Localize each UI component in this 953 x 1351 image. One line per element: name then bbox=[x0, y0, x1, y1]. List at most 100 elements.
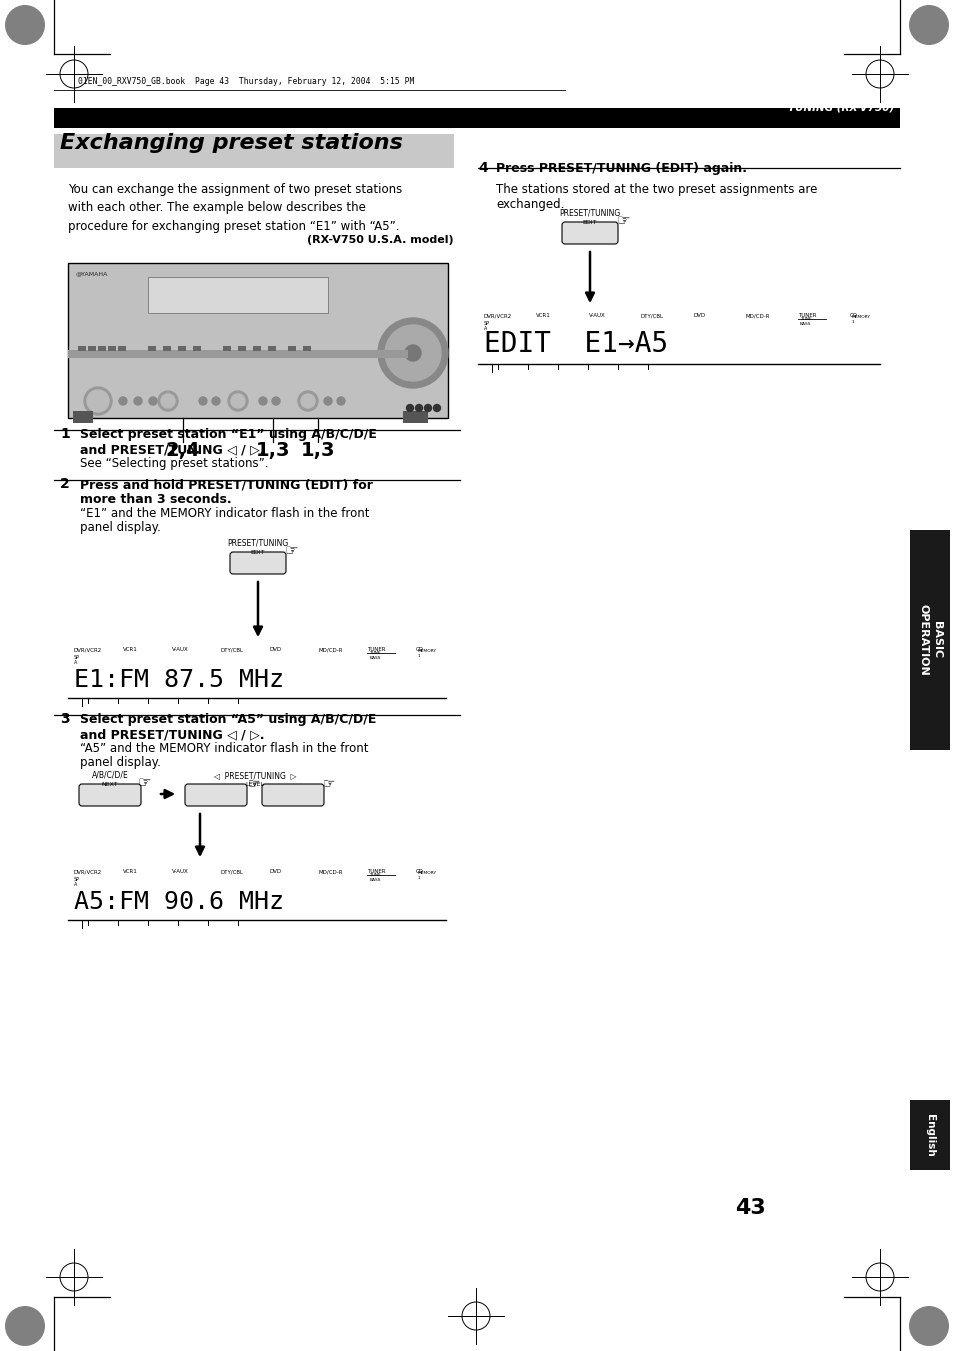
Text: ◁  PRESET/TUNING  ▷: ◁ PRESET/TUNING ▷ bbox=[213, 771, 296, 780]
Circle shape bbox=[416, 404, 422, 412]
Text: TUNE
BASS: TUNE BASS bbox=[369, 873, 380, 882]
Text: 01EN_00_RXV750_GB.book  Page 43  Thursday, February 12, 2004  5:15 PM: 01EN_00_RXV750_GB.book Page 43 Thursday,… bbox=[78, 77, 414, 86]
Circle shape bbox=[908, 5, 948, 45]
Text: DVR/VCR2: DVR/VCR2 bbox=[483, 313, 512, 317]
Bar bbox=[402, 411, 428, 423]
Text: 4: 4 bbox=[477, 161, 487, 176]
Bar bbox=[118, 346, 126, 351]
Text: VCR1: VCR1 bbox=[123, 869, 137, 874]
Circle shape bbox=[433, 404, 440, 412]
Text: 2: 2 bbox=[60, 477, 70, 490]
Bar bbox=[108, 346, 116, 351]
Text: EDIT  E1→A5: EDIT E1→A5 bbox=[483, 330, 667, 358]
Text: panel display.: panel display. bbox=[80, 757, 161, 769]
Circle shape bbox=[301, 394, 314, 408]
Text: ☞: ☞ bbox=[138, 775, 152, 790]
Bar bbox=[54, 108, 899, 128]
Text: BASIC
OPERATION: BASIC OPERATION bbox=[918, 604, 941, 676]
Text: SP: SP bbox=[483, 322, 490, 326]
Bar bbox=[253, 346, 261, 351]
Bar bbox=[909, 530, 949, 750]
Circle shape bbox=[212, 397, 220, 405]
Bar bbox=[88, 346, 96, 351]
Text: CO: CO bbox=[849, 313, 857, 317]
Circle shape bbox=[336, 397, 345, 405]
Text: DVD: DVD bbox=[693, 313, 704, 317]
Text: PRESET/TUNING: PRESET/TUNING bbox=[558, 209, 620, 218]
Text: LEVEL: LEVEL bbox=[245, 782, 264, 788]
Circle shape bbox=[158, 390, 178, 411]
Bar bbox=[909, 1100, 949, 1170]
Circle shape bbox=[133, 397, 142, 405]
Circle shape bbox=[258, 397, 267, 405]
Circle shape bbox=[324, 397, 332, 405]
Text: CD: CD bbox=[416, 647, 423, 653]
Text: panel display.: panel display. bbox=[80, 521, 161, 534]
Text: TUNER: TUNER bbox=[367, 647, 385, 653]
Circle shape bbox=[908, 1306, 948, 1346]
Bar bbox=[223, 346, 231, 351]
Circle shape bbox=[5, 1306, 45, 1346]
Text: E1:FM 87.5 MHz: E1:FM 87.5 MHz bbox=[74, 667, 284, 692]
Text: DVR/VCR2: DVR/VCR2 bbox=[74, 647, 102, 653]
Bar bbox=[288, 346, 295, 351]
Text: “A5” and the MEMORY indicator flash in the front: “A5” and the MEMORY indicator flash in t… bbox=[80, 742, 368, 755]
Text: DTY/CBL: DTY/CBL bbox=[640, 313, 663, 317]
Circle shape bbox=[87, 390, 109, 412]
Text: MEMORY
1: MEMORY 1 bbox=[851, 315, 870, 324]
Circle shape bbox=[199, 397, 207, 405]
Text: DVR/VCR2: DVR/VCR2 bbox=[74, 869, 102, 874]
Bar bbox=[68, 350, 408, 358]
Bar bbox=[237, 346, 246, 351]
Text: A: A bbox=[74, 661, 77, 665]
Text: 3: 3 bbox=[60, 712, 70, 725]
Circle shape bbox=[149, 397, 157, 405]
Circle shape bbox=[272, 397, 280, 405]
Circle shape bbox=[5, 5, 45, 45]
Circle shape bbox=[377, 317, 448, 388]
Text: 2,4: 2,4 bbox=[166, 440, 200, 459]
Text: Select preset station “E1” using A/B/C/D/E: Select preset station “E1” using A/B/C/D… bbox=[80, 428, 376, 440]
FancyBboxPatch shape bbox=[79, 784, 141, 807]
Text: Press PRESET/TUNING (EDIT) again.: Press PRESET/TUNING (EDIT) again. bbox=[496, 162, 746, 176]
Text: “E1” and the MEMORY indicator flash in the front: “E1” and the MEMORY indicator flash in t… bbox=[80, 507, 369, 520]
Text: and PRESET/TUNING ◁ / ▷.: and PRESET/TUNING ◁ / ▷. bbox=[80, 728, 264, 740]
FancyBboxPatch shape bbox=[185, 784, 247, 807]
Text: English: English bbox=[924, 1113, 934, 1156]
Text: A/B/C/D/E: A/B/C/D/E bbox=[91, 771, 129, 780]
Text: TUNE
BASS: TUNE BASS bbox=[799, 317, 811, 326]
Text: Exchanging preset stations: Exchanging preset stations bbox=[60, 132, 402, 153]
Text: TUNER: TUNER bbox=[797, 313, 816, 317]
Bar bbox=[73, 411, 92, 423]
Text: EDIT: EDIT bbox=[251, 550, 265, 555]
Bar bbox=[163, 346, 171, 351]
Text: DVD: DVD bbox=[269, 869, 281, 874]
Text: 1,3: 1,3 bbox=[300, 440, 335, 459]
Text: PRESET/TUNING: PRESET/TUNING bbox=[227, 539, 289, 549]
Bar bbox=[268, 346, 275, 351]
Bar bbox=[54, 134, 454, 168]
Text: The stations stored at the two preset assignments are: The stations stored at the two preset as… bbox=[496, 182, 817, 196]
Text: ☞: ☞ bbox=[285, 543, 298, 558]
Text: TUNER: TUNER bbox=[367, 869, 385, 874]
Circle shape bbox=[228, 390, 248, 411]
Bar bbox=[78, 346, 86, 351]
Circle shape bbox=[161, 394, 174, 408]
Text: CD: CD bbox=[416, 869, 423, 874]
Text: VCR1: VCR1 bbox=[536, 313, 551, 317]
Circle shape bbox=[119, 397, 127, 405]
Text: 43: 43 bbox=[734, 1198, 764, 1219]
Circle shape bbox=[231, 394, 245, 408]
Text: Press and hold PRESET/TUNING (EDIT) for: Press and hold PRESET/TUNING (EDIT) for bbox=[80, 478, 373, 490]
Text: MD/CD-R: MD/CD-R bbox=[318, 647, 342, 653]
Text: MEMORY
1: MEMORY 1 bbox=[417, 650, 436, 658]
Bar bbox=[68, 263, 448, 417]
Circle shape bbox=[84, 386, 112, 415]
Text: more than 3 seconds.: more than 3 seconds. bbox=[80, 493, 232, 507]
Text: V-AUX: V-AUX bbox=[172, 647, 189, 653]
Text: ☞: ☞ bbox=[617, 213, 630, 228]
Text: ☞: ☞ bbox=[248, 775, 260, 790]
Bar bbox=[193, 346, 201, 351]
Text: TUNING (RX-V750): TUNING (RX-V750) bbox=[787, 101, 893, 112]
Bar bbox=[148, 346, 156, 351]
